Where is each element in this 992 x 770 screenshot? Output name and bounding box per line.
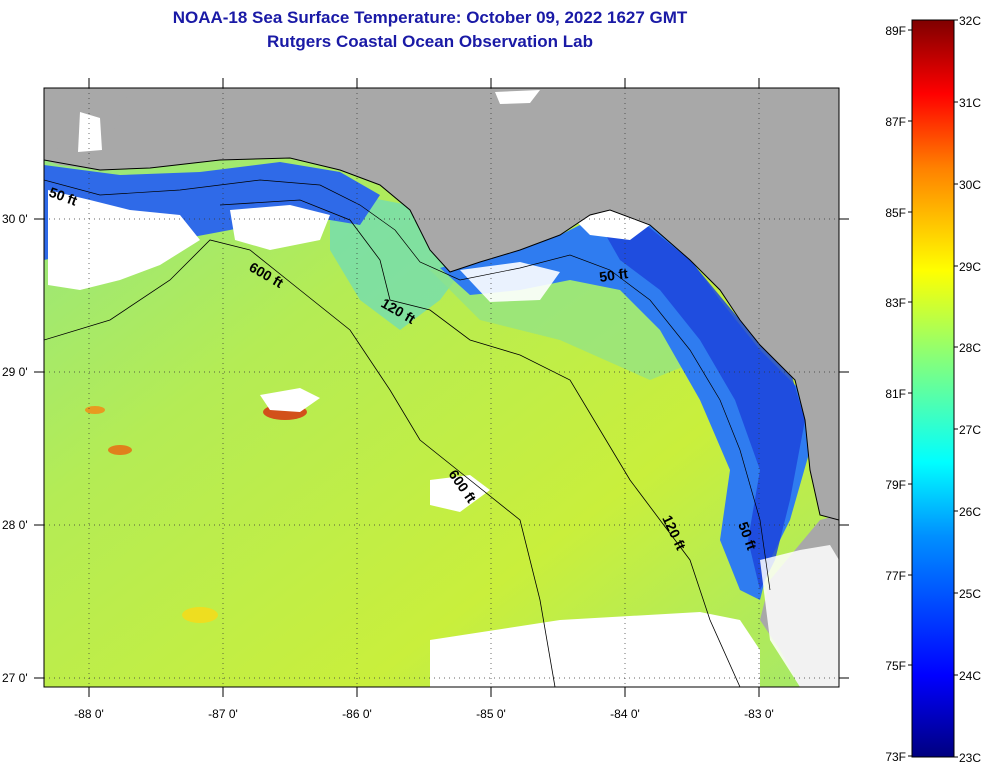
colorbar-fahrenheit-label: 79F	[885, 478, 906, 492]
lat-tick-label: 30 0'	[2, 212, 28, 226]
coldest-water	[600, 220, 805, 590]
cloud-patch	[48, 190, 200, 290]
colorbar: 32C 31C 30C 29C 28C 27C 26C 25C 24C 23C …	[885, 14, 981, 765]
lon-tick-label: -83 0'	[744, 707, 774, 721]
cloud-patch	[260, 388, 320, 412]
colorbar-celsius-label: 23C	[959, 751, 981, 765]
colorbar-celsius-label: 27C	[959, 423, 981, 437]
colorbar-fahrenheit-label: 89F	[885, 24, 906, 38]
warm-spot	[85, 406, 105, 414]
warm-spot	[108, 445, 132, 455]
colorbar-fahrenheit-label: 75F	[885, 659, 906, 673]
cloud-patch	[230, 205, 330, 250]
colorbar-fahrenheit-label: 81F	[885, 387, 906, 401]
depth-label: 50 ft	[598, 265, 629, 285]
colorbar-fahrenheit-label: 85F	[885, 206, 906, 220]
lat-tick-label: 28 0'	[2, 518, 28, 532]
colorbar-celsius-label: 25C	[959, 587, 981, 601]
latitude-axis: 30 0' 29 0' 28 0' 27 0'	[2, 212, 28, 685]
axis-ticks	[34, 78, 849, 697]
map-frame	[43, 87, 840, 688]
lon-tick-label: -86 0'	[342, 707, 372, 721]
colorbar-fahrenheit-label: 83F	[885, 296, 906, 310]
lon-tick-label: -88 0'	[74, 707, 104, 721]
cloud-patch	[460, 262, 560, 302]
cloud-patch	[430, 612, 760, 687]
warm-area	[182, 607, 218, 623]
lon-tick-label: -84 0'	[610, 707, 640, 721]
colorbar-fahrenheit-label: 87F	[885, 115, 906, 129]
colorbar-gradient	[911, 19, 955, 758]
colorbar-fahrenheit-label: 77F	[885, 569, 906, 583]
colorbar-celsius-label: 32C	[959, 14, 981, 28]
lon-tick-label: -87 0'	[208, 707, 238, 721]
colorbar-celsius-label: 26C	[959, 505, 981, 519]
title-line-2: Rutgers Coastal Ocean Observation Lab	[267, 32, 593, 51]
contour-50ft	[44, 179, 771, 591]
colorbar-celsius-label: 31C	[959, 96, 981, 110]
lat-tick-label: 29 0'	[2, 365, 28, 379]
coastline	[44, 157, 839, 521]
colorbar-celsius-label: 29C	[959, 260, 981, 274]
lat-tick-label: 27 0'	[2, 671, 28, 685]
colorbar-celsius-label: 24C	[959, 669, 981, 683]
cloud-inland	[495, 90, 540, 104]
title-line-1: NOAA-18 Sea Surface Temperature: October…	[172, 8, 688, 27]
colorbar-celsius-label: 28C	[959, 341, 981, 355]
colorbar-celsius-label: 30C	[959, 178, 981, 192]
land-florida-mainland	[44, 88, 839, 520]
contour-600ft	[44, 239, 556, 687]
contour-120ft	[219, 199, 741, 687]
lon-tick-label: -85 0'	[476, 707, 506, 721]
longitude-axis: -88 0' -87 0' -86 0' -85 0' -84 0' -83 0…	[74, 707, 774, 721]
cloud-inland	[78, 112, 102, 152]
cloud-inland	[760, 545, 839, 687]
colorbar-fahrenheit-label: 73F	[885, 750, 906, 764]
